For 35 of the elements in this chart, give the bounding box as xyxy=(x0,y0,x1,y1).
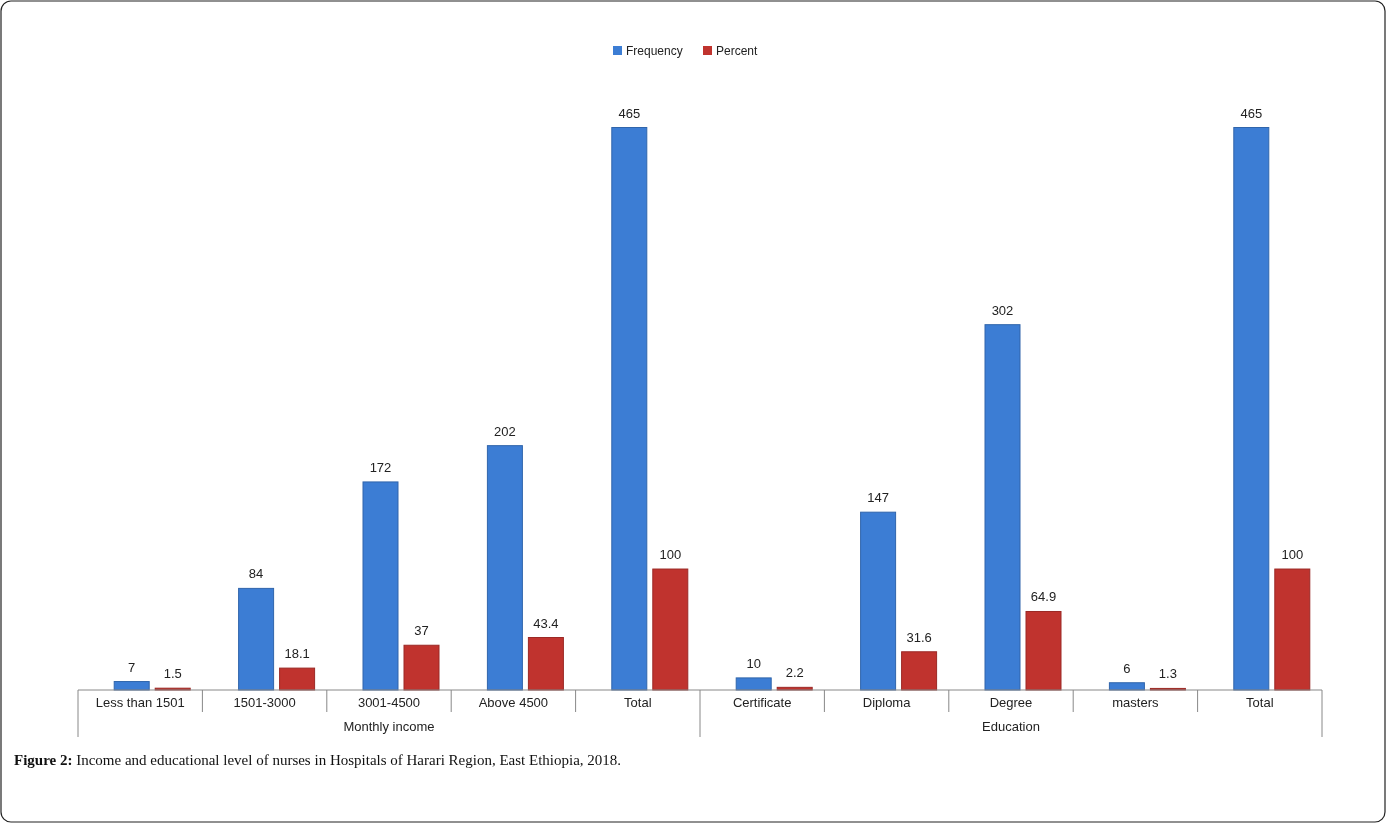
x-tick-label: Certificate xyxy=(732,695,792,710)
x-tick-label: Less than 1501 xyxy=(95,695,185,710)
text: Figure 2: Income and educational level of nurses in Hospitals of Harari Region, East Ethiopia, 2018. xyxy=(14,752,622,768)
x-tick-label: Total xyxy=(624,695,652,710)
data-label: 43.4 xyxy=(533,615,559,631)
data-label: 6 xyxy=(1123,660,1131,676)
x-tick-label: 1501-3000 xyxy=(233,695,296,710)
data-label: 18.1 xyxy=(284,646,310,662)
data-label: 64.9 xyxy=(1030,589,1057,605)
x-tick-label: masters xyxy=(1112,695,1160,710)
x-tick-label: Total xyxy=(1246,695,1274,710)
x-tick-label: Diploma xyxy=(862,695,912,710)
data-label: 465 xyxy=(618,105,641,121)
data-label: 202 xyxy=(494,423,516,439)
text: Monthly income xyxy=(343,719,435,734)
data-label: 1.5 xyxy=(163,666,182,682)
data-label: 147 xyxy=(867,490,889,506)
legend-label: Frequency xyxy=(626,44,683,58)
x-tick-label: Degree xyxy=(989,695,1033,710)
data-label: 31.6 xyxy=(906,629,932,645)
data-label: 1.3 xyxy=(1158,666,1177,682)
data-label: 37 xyxy=(414,623,429,639)
data-label: 100 xyxy=(1281,547,1304,563)
text: Education xyxy=(982,719,1040,734)
data-label: 2.2 xyxy=(785,665,804,681)
legend-label: Percent xyxy=(716,44,759,58)
data-label: 465 xyxy=(1240,105,1263,121)
data-label: 7 xyxy=(128,659,136,675)
data-label: 10 xyxy=(746,655,761,671)
data-label: 172 xyxy=(369,459,392,475)
data-label: 84 xyxy=(248,566,264,582)
x-tick-label: 3001-4500 xyxy=(357,695,421,710)
data-label: 302 xyxy=(991,302,1014,318)
data-label: 100 xyxy=(659,547,682,563)
x-tick-label: Above 4500 xyxy=(478,695,549,710)
